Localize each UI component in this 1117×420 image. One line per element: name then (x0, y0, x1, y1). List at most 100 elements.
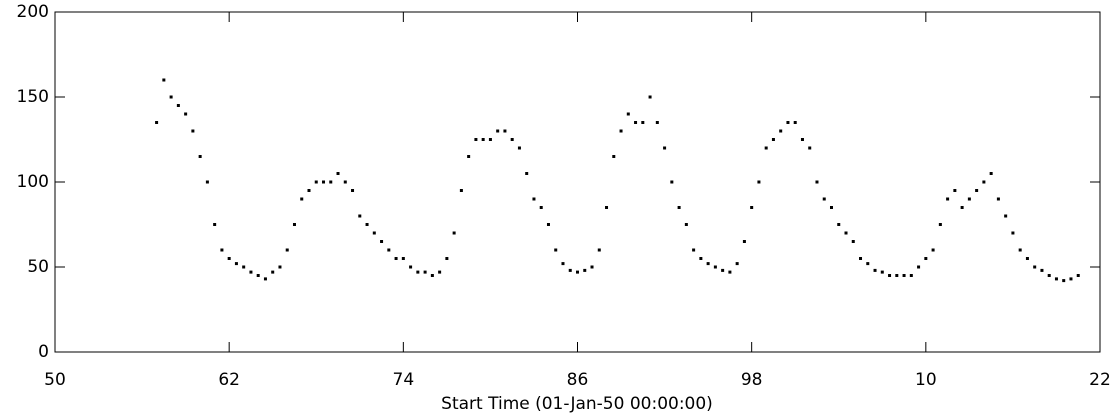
point (176, 104, 180, 107)
point (975, 189, 979, 192)
point (401, 257, 405, 260)
point (452, 231, 456, 235)
point (989, 172, 993, 175)
point (503, 129, 507, 133)
point (1004, 214, 1008, 218)
point (343, 180, 347, 184)
point (532, 197, 536, 201)
point (597, 248, 601, 252)
point (539, 206, 543, 209)
point (234, 262, 238, 266)
point (902, 274, 906, 277)
point (1033, 265, 1037, 269)
point (314, 180, 318, 184)
point (822, 197, 826, 201)
point (786, 121, 790, 124)
y-tick-label: 100 (17, 172, 49, 192)
x-tick-label: 22 (1089, 370, 1111, 390)
point (634, 121, 638, 124)
point (917, 265, 921, 269)
point (481, 138, 485, 141)
point (488, 138, 492, 141)
point (641, 121, 645, 124)
point (1054, 277, 1058, 281)
point (583, 268, 587, 272)
point (655, 121, 659, 124)
point (546, 223, 550, 226)
point (866, 262, 870, 266)
point (220, 248, 224, 252)
point (249, 270, 253, 274)
point (1018, 248, 1022, 252)
point (888, 274, 892, 277)
point (191, 129, 195, 133)
point (278, 265, 282, 269)
point (721, 268, 725, 272)
point (699, 257, 703, 260)
point (815, 180, 819, 184)
y-tick-label: 200 (17, 2, 49, 22)
point (438, 270, 442, 274)
point (423, 270, 427, 274)
x-tick-label: 50 (44, 370, 66, 390)
point (851, 240, 855, 243)
point (931, 248, 935, 252)
point (742, 240, 746, 243)
point (1047, 274, 1051, 277)
point (692, 248, 696, 252)
x-tick-label: 98 (741, 370, 763, 390)
plot-frame (54, 11, 1101, 353)
point (271, 270, 275, 274)
point (844, 231, 848, 235)
point (387, 248, 391, 252)
point (184, 112, 188, 116)
point (285, 248, 289, 252)
point (960, 206, 964, 209)
x-axis-label: Start Time (01-Jan-50 00:00:00) (441, 394, 713, 414)
x-tick-label: 62 (218, 370, 240, 390)
point (771, 138, 775, 141)
y-tick-label: 0 (38, 342, 49, 362)
point (996, 197, 1000, 201)
point (605, 206, 609, 209)
point (263, 277, 267, 281)
point (242, 265, 246, 269)
point (227, 257, 231, 260)
point (793, 121, 797, 124)
point (859, 257, 863, 260)
point (829, 206, 833, 209)
y-tick-label: 150 (17, 87, 49, 107)
x-tick-label: 74 (393, 370, 415, 390)
point (256, 274, 260, 277)
point (336, 172, 340, 175)
point (430, 274, 434, 277)
point (1062, 279, 1066, 283)
point (1025, 257, 1029, 260)
point (924, 257, 928, 260)
y-tick-label: 50 (27, 257, 49, 277)
point (568, 268, 572, 272)
x-tick-label: 86 (567, 370, 589, 390)
point (169, 95, 173, 99)
point (205, 180, 209, 184)
x-tick-label: 10 (915, 370, 937, 390)
point (474, 138, 478, 141)
point (648, 95, 652, 99)
point (670, 180, 674, 184)
point (982, 180, 986, 184)
point (967, 197, 971, 201)
point (619, 129, 623, 133)
point (554, 248, 558, 252)
point (757, 180, 761, 184)
point (307, 189, 311, 192)
point (322, 180, 326, 184)
point (365, 223, 369, 226)
point (1040, 268, 1044, 272)
point (808, 146, 812, 150)
point (155, 121, 159, 124)
point (517, 146, 521, 150)
point (198, 155, 202, 158)
point (764, 146, 768, 150)
point (292, 223, 296, 226)
